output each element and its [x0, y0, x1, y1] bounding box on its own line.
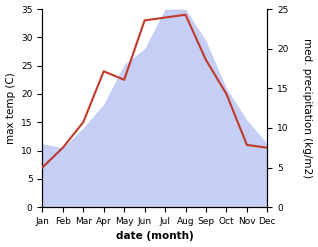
X-axis label: date (month): date (month) — [116, 231, 194, 242]
Y-axis label: max temp (C): max temp (C) — [5, 72, 16, 144]
Y-axis label: med. precipitation (kg/m2): med. precipitation (kg/m2) — [302, 38, 313, 178]
